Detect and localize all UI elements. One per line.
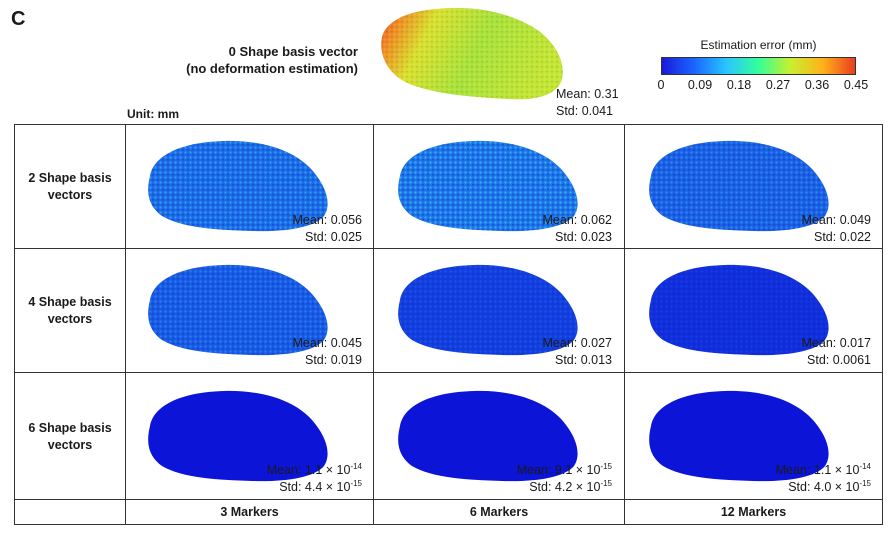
cell-std-base: Std: 4.2 × 10 xyxy=(529,480,601,494)
row-label-line2: vectors xyxy=(47,438,93,452)
cell-mean-base: Mean: 1.1 × 10 xyxy=(775,463,860,477)
baseline-stats: Mean: 0.31 Std: 0.041 xyxy=(556,86,619,120)
row-separator xyxy=(14,499,883,500)
row-label-line1: 4 Shape basis xyxy=(28,295,112,309)
colorbar-tick-label: 0.18 xyxy=(726,78,752,92)
cell-mean: Mean: 0.056 xyxy=(292,213,363,227)
cell-std-exponent: -15 xyxy=(859,479,871,488)
grid-border-bottom xyxy=(14,524,883,525)
cell-stats-r2-c2: Mean: 0.027 Std: 0.013 xyxy=(374,335,613,369)
grid-border-left xyxy=(14,124,15,525)
grid-border-right xyxy=(882,124,883,525)
column-separator xyxy=(125,124,126,525)
cell-std: Std: 0.022 xyxy=(814,230,871,244)
row-label-6-vectors: 6 Shape basis vectors xyxy=(14,420,126,454)
error-map-r1-c2 xyxy=(398,140,578,232)
cell-stats-r3-c3: Mean: 1.1 × 10-14 Std: 4.0 × 10-15 xyxy=(625,462,871,496)
baseline-title: 0 Shape basis vector (no deformation est… xyxy=(150,43,358,77)
cell-stats-r2-c3: Mean: 0.017 Std: 0.0061 xyxy=(625,335,872,369)
cell-std-exponent: -15 xyxy=(600,479,612,488)
row-label-line1: 2 Shape basis xyxy=(28,171,112,185)
cell-mean-exponent: -14 xyxy=(859,462,871,471)
cell-stats-r3-c1: Mean: 1.1 × 10-14 Std: 4.4 × 10-15 xyxy=(126,462,362,496)
grid-border-top xyxy=(14,124,883,125)
row-label-2-vectors: 2 Shape basis vectors xyxy=(14,170,126,204)
colorbar-tick-label: 0.09 xyxy=(687,78,713,92)
cell-std: Std: 0.013 xyxy=(555,353,612,367)
cell-std: Std: 4.4 × 10-15 xyxy=(126,479,362,496)
error-map-r2-c1 xyxy=(148,264,328,356)
column-label-12-markers: 12 Markers xyxy=(720,505,787,519)
cell-mean: Mean: 0.017 xyxy=(801,336,872,350)
cell-stats-r1-c2: Mean: 0.062 Std: 0.023 xyxy=(374,212,613,246)
cell-std: Std: 4.0 × 10-15 xyxy=(625,479,871,496)
row-label-line2: vectors xyxy=(47,312,93,326)
cell-std-exponent: -15 xyxy=(350,479,362,488)
column-label-6-markers: 6 Markers xyxy=(469,505,529,519)
colorbar-tick-label: 0.36 xyxy=(804,78,830,92)
colorbar xyxy=(661,57,856,75)
column-separator xyxy=(624,124,625,525)
baseline-std: Std: 0.041 xyxy=(556,104,613,118)
row-separator xyxy=(14,372,883,373)
cell-std: Std: 0.0061 xyxy=(807,353,871,367)
cell-mean: Mean: 9.1 × 10-15 xyxy=(374,462,612,479)
error-map-r3-c1 xyxy=(148,390,328,482)
colorbar-tick-label: 0.45 xyxy=(843,78,869,92)
cell-stats-r1-c1: Mean: 0.056 Std: 0.025 xyxy=(126,212,363,246)
cell-mean: Mean: 0.027 xyxy=(542,336,613,350)
row-label-line2: vectors xyxy=(47,188,93,202)
colorbar-title: Estimation error (mm) xyxy=(700,38,817,52)
row-label-4-vectors: 4 Shape basis vectors xyxy=(14,294,126,328)
unit-label: Unit: mm xyxy=(127,107,179,121)
cell-stats-r1-c3: Mean: 0.049 Std: 0.022 xyxy=(625,212,872,246)
cell-std: Std: 0.019 xyxy=(305,353,362,367)
baseline-title-line1: 0 Shape basis vector xyxy=(228,44,358,59)
error-map-r1-c3 xyxy=(649,140,829,232)
error-map-r2-c2 xyxy=(398,264,578,356)
cell-std-base: Std: 4.0 × 10 xyxy=(788,480,860,494)
cell-stats-r2-c1: Mean: 0.045 Std: 0.019 xyxy=(126,335,363,369)
cell-mean: Mean: 0.062 xyxy=(542,213,613,227)
cell-std: Std: 4.2 × 10-15 xyxy=(374,479,612,496)
baseline-title-line2: (no deformation estimation) xyxy=(186,61,358,76)
baseline-mean: Mean: 0.31 xyxy=(556,87,619,101)
baseline-error-map xyxy=(381,7,563,100)
error-map-r3-c2 xyxy=(398,390,578,482)
cell-mean: Mean: 1.1 × 10-14 xyxy=(625,462,871,479)
panel-letter: C xyxy=(11,8,26,30)
cell-mean-base: Mean: 1.1 × 10 xyxy=(266,463,351,477)
column-separator xyxy=(373,124,374,525)
cell-std: Std: 0.023 xyxy=(555,230,612,244)
error-map-r1-c1 xyxy=(148,140,328,232)
colorbar-tick-label: 0.27 xyxy=(765,78,791,92)
row-separator xyxy=(14,248,883,249)
cell-mean: Mean: 0.049 xyxy=(801,213,872,227)
cell-mean: Mean: 1.1 × 10-14 xyxy=(126,462,362,479)
cell-stats-r3-c2: Mean: 9.1 × 10-15 Std: 4.2 × 10-15 xyxy=(374,462,612,496)
cell-std-base: Std: 4.4 × 10 xyxy=(279,480,351,494)
cell-mean-base: Mean: 9.1 × 10 xyxy=(516,463,601,477)
error-map-r3-c3 xyxy=(649,390,829,482)
column-label-3-markers: 3 Markers xyxy=(220,505,279,519)
error-map-r2-c3 xyxy=(649,264,829,356)
cell-mean-exponent: -14 xyxy=(350,462,362,471)
results-grid: 2 Shape basis vectors 4 Shape basis vect… xyxy=(14,124,883,525)
cell-std: Std: 0.025 xyxy=(305,230,362,244)
row-label-line1: 6 Shape basis xyxy=(28,421,112,435)
colorbar-tick-label: 0 xyxy=(657,78,665,92)
cell-mean-exponent: -15 xyxy=(600,462,612,471)
colorbar-ticks: 0 0.09 0.18 0.27 0.36 0.45 xyxy=(657,78,869,94)
cell-mean: Mean: 0.045 xyxy=(292,336,363,350)
